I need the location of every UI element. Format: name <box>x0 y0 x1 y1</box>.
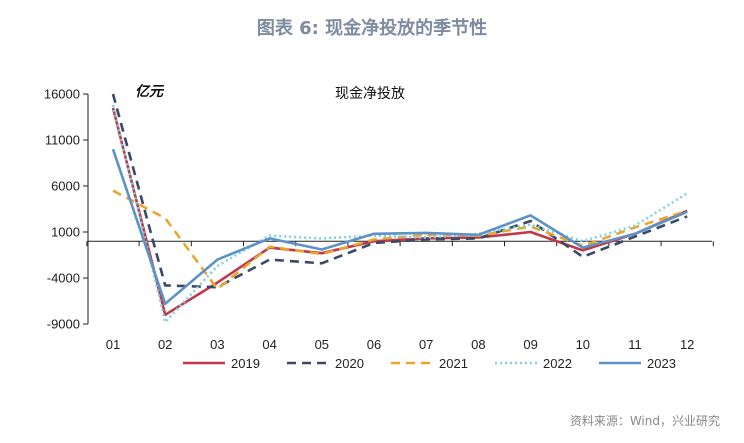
y-tick-label: 16000 <box>44 87 80 102</box>
x-tick-label: 06 <box>367 337 381 352</box>
plot-area: 16000 11000 6000 1000 -4000 -9000 01 02 03 04 05 06… <box>44 87 714 352</box>
x-tick-label: 10 <box>576 337 590 352</box>
y-tick-label: 6000 <box>51 179 80 194</box>
y-tick-label: 11000 <box>45 133 80 148</box>
x-tick-label: 12 <box>680 337 694 352</box>
chart-title: 现金净投放 <box>335 86 405 102</box>
x-tick-label: 02 <box>158 337 172 352</box>
figure-title: 图表 6: 现金净投放的季节性 <box>257 17 487 39</box>
legend-label-2019: 2019 <box>231 356 260 371</box>
series-line-2020 <box>111 93 688 289</box>
source-note: 资料来源：Wind，兴业研究 <box>570 413 720 428</box>
legend-label-2022: 2022 <box>543 356 572 371</box>
x-tick-label: 11 <box>628 337 642 352</box>
series-line-2022 <box>111 104 688 324</box>
x-tick-label: 04 <box>262 337 276 352</box>
legend: 2019 2020 2021 2022 2023 <box>183 356 676 371</box>
legend-label-2021: 2021 <box>439 356 468 371</box>
series-line-2019 <box>111 107 688 317</box>
x-tick-label: 07 <box>419 337 433 352</box>
y-axis-unit: 亿元 <box>135 83 165 100</box>
y-tick-label: -9000 <box>47 317 80 332</box>
legend-label-2023: 2023 <box>647 356 676 371</box>
legend-label-2020: 2020 <box>335 356 364 371</box>
x-tick-label: 09 <box>523 337 537 352</box>
x-tick-label: 03 <box>210 337 224 352</box>
x-tick-label: 08 <box>471 337 485 352</box>
y-tick-label: -4000 <box>47 271 80 286</box>
y-tick-label: 1000 <box>51 225 80 240</box>
x-tick-label: 01 <box>106 337 120 352</box>
x-tick-label: 05 <box>315 337 329 352</box>
series-line-2023 <box>111 148 688 306</box>
